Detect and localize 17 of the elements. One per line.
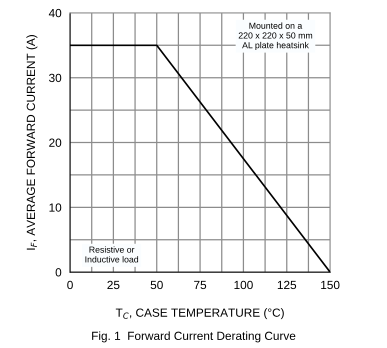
y-tick-label: 40 xyxy=(48,8,62,18)
y-tick-label: 30 xyxy=(49,74,62,82)
y-axis-title: I$_{F}$, AVERAGE FORWARD CURRENT (A) xyxy=(26,35,38,250)
y-tick-label: 10 xyxy=(49,203,62,212)
x-tick-label: 50 xyxy=(150,280,163,290)
annotation: Mounted on a 220 x 220 x 50 mm AL plate heatsink xyxy=(238,22,312,50)
x-tick-label: 0 xyxy=(67,280,73,290)
y-tick-label: 20 xyxy=(49,138,62,147)
x-tick-label: 150 xyxy=(321,280,340,290)
x-tick-label: 75 xyxy=(194,280,206,290)
x-tick-label: 125 xyxy=(278,280,296,290)
text: Fig. 1 Forward Current Derating Curve xyxy=(92,331,296,342)
y-tick-label: 0 xyxy=(56,268,62,277)
x-tick-label: 100 xyxy=(234,280,253,290)
x-axis-title: T$_{C}$, CASE TEMPERATURE (°C) xyxy=(116,308,284,320)
x-tick-label: 25 xyxy=(107,280,120,290)
annotation: Resistive or Inductive load xyxy=(85,246,138,263)
